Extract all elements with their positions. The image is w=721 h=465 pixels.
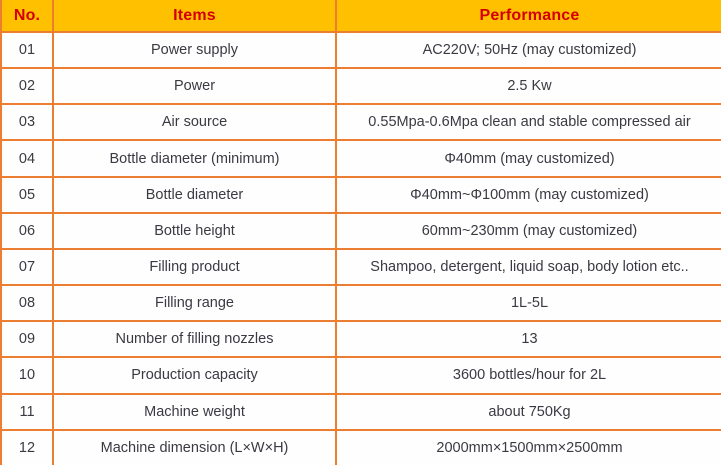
header-performance: Performance (335, 0, 721, 33)
cell-item: Number of filling nozzles (52, 320, 337, 359)
table-row: 06 Bottle height 60mm~230mm (may customi… (0, 211, 721, 250)
table-row: 05 Bottle diameter Φ40mm~Φ100mm (may cus… (0, 175, 721, 214)
cell-no: 03 (0, 103, 54, 142)
cell-no: 07 (0, 247, 54, 287)
cell-performance: 60mm~230mm (may customized) (335, 211, 721, 250)
cell-performance: 13 (335, 320, 721, 359)
cell-item: Bottle diameter (52, 175, 337, 214)
cell-item: Bottle height (52, 211, 337, 250)
table-row: 07 Filling product Shampoo, detergent, l… (0, 247, 721, 287)
cell-no: 01 (0, 30, 54, 70)
table-row: 11 Machine weight about 750Kg (0, 392, 721, 431)
header-items: Items (52, 0, 337, 33)
cell-item: Filling range (52, 284, 337, 323)
cell-performance: about 750Kg (335, 392, 721, 431)
table-row: 10 Production capacity 3600 bottles/hour… (0, 356, 721, 395)
cell-no: 11 (0, 392, 54, 431)
cell-performance: Shampoo, detergent, liquid soap, body lo… (335, 247, 721, 287)
cell-item: Machine weight (52, 392, 337, 431)
cell-no: 09 (0, 320, 54, 359)
cell-no: 02 (0, 67, 54, 106)
header-no: No. (0, 0, 54, 33)
cell-performance: 2.5 Kw (335, 67, 721, 106)
table-row: 09 Number of filling nozzles 13 (0, 320, 721, 359)
cell-no: 12 (0, 428, 54, 465)
cell-performance: 0.55Mpa-0.6Mpa clean and stable compress… (335, 103, 721, 142)
table-row: 01 Power supply AC220V; 50Hz (may custom… (0, 30, 721, 70)
cell-no: 08 (0, 284, 54, 323)
table-row: 08 Filling range 1L-5L (0, 284, 721, 323)
table-row: 04 Bottle diameter (minimum) Φ40mm (may … (0, 139, 721, 178)
cell-item: Bottle diameter (minimum) (52, 139, 337, 178)
cell-no: 05 (0, 175, 54, 214)
cell-performance: 1L-5L (335, 284, 721, 323)
table-row: 12 Machine dimension (L×W×H) 2000mm×1500… (0, 428, 721, 465)
table-row: 03 Air source 0.55Mpa-0.6Mpa clean and s… (0, 103, 721, 142)
cell-performance: Φ40mm~Φ100mm (may customized) (335, 175, 721, 214)
cell-no: 06 (0, 211, 54, 250)
cell-item: Filling product (52, 247, 337, 287)
cell-item: Machine dimension (L×W×H) (52, 428, 337, 465)
cell-item: Power (52, 67, 337, 106)
table-row: 02 Power 2.5 Kw (0, 67, 721, 106)
cell-item: Air source (52, 103, 337, 142)
cell-performance: 3600 bottles/hour for 2L (335, 356, 721, 395)
cell-performance: Φ40mm (may customized) (335, 139, 721, 178)
cell-performance: 2000mm×1500mm×2500mm (335, 428, 721, 465)
cell-no: 10 (0, 356, 54, 395)
cell-no: 04 (0, 139, 54, 178)
cell-item: Production capacity (52, 356, 337, 395)
cell-item: Power supply (52, 30, 337, 70)
header-row: No. Items Performance (0, 0, 721, 33)
cell-performance: AC220V; 50Hz (may customized) (335, 30, 721, 70)
